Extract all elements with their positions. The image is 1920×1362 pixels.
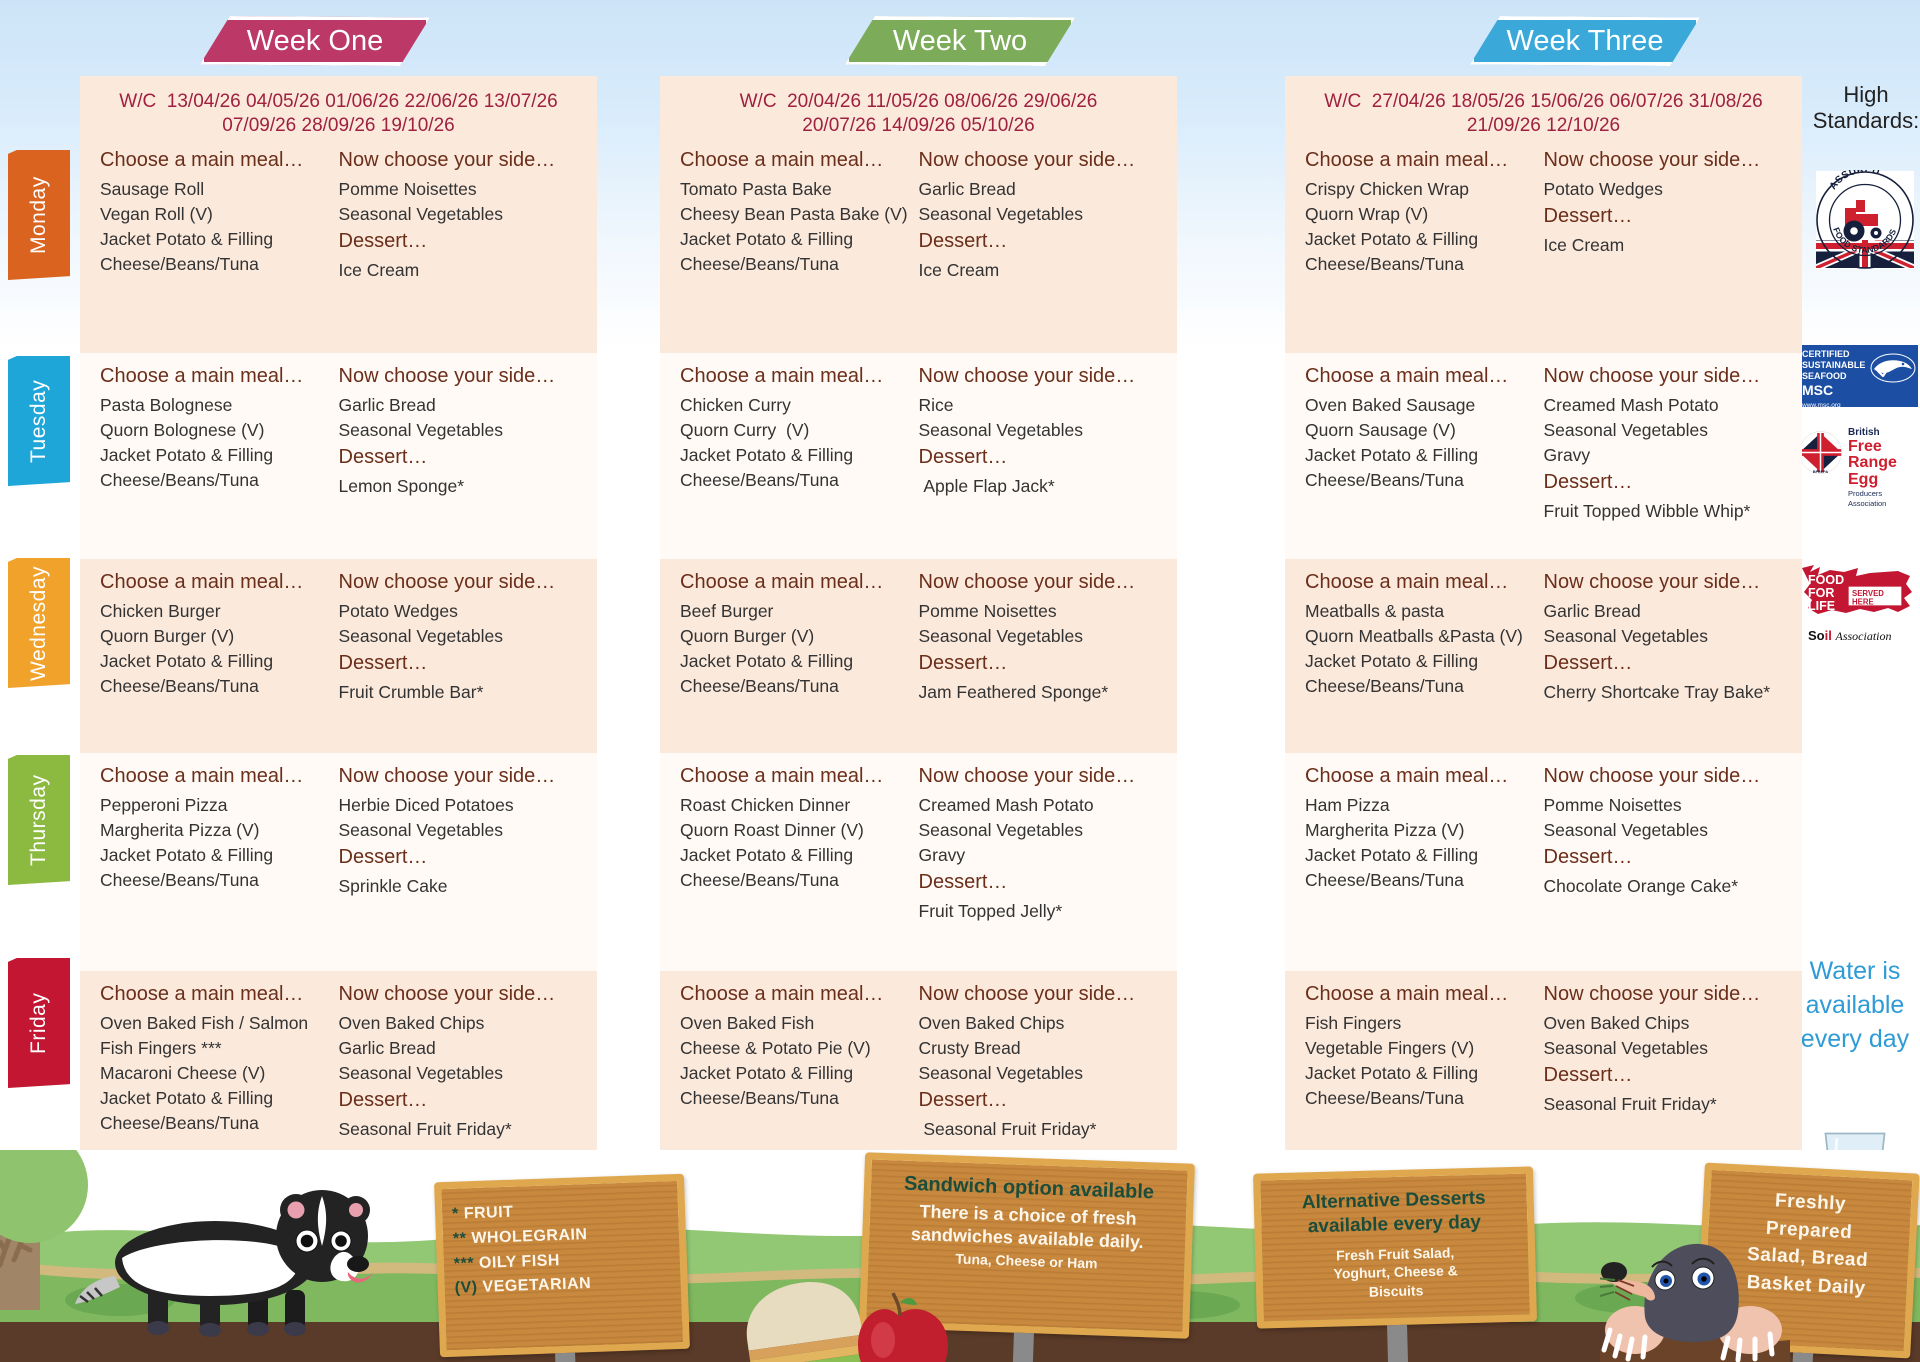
svg-text:FOR: FOR: [1808, 586, 1834, 600]
svg-text:HERE: HERE: [1852, 598, 1874, 607]
svg-text:LIFE: LIFE: [1808, 599, 1835, 613]
svg-text:BFREPA: BFREPA: [1813, 470, 1828, 474]
svg-text:FOOD: FOOD: [1808, 573, 1844, 587]
